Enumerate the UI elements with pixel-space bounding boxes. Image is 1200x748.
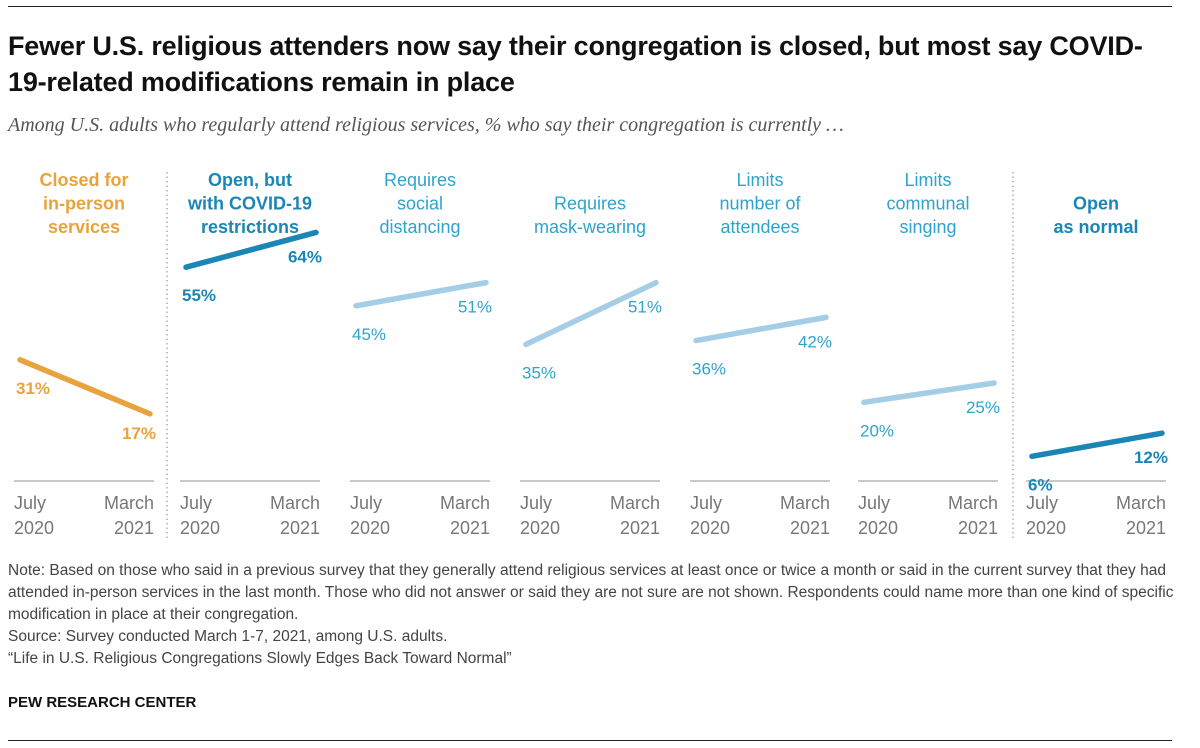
x-tick-label: March (104, 493, 154, 513)
series-line (523, 279, 659, 348)
x-tick-label: 2020 (520, 518, 560, 538)
x-tick-label: March (610, 493, 660, 513)
data-label: 12% (1134, 448, 1168, 467)
panel-heading-line: Open, but (208, 170, 292, 190)
x-tick-label: 2020 (350, 518, 390, 538)
panel-heading-line: Limits (904, 170, 951, 190)
panel-heading-line: in-person (43, 194, 125, 214)
data-label: 17% (122, 424, 156, 443)
x-tick-label: July (180, 493, 212, 513)
x-tick-label: March (440, 493, 490, 513)
chart-subtitle: Among U.S. adults who regularly attend r… (8, 114, 844, 136)
x-tick-label: March (780, 493, 830, 513)
x-tick-label: 2021 (790, 518, 830, 538)
panel-heading-line: as normal (1053, 217, 1138, 237)
data-label: 31% (16, 379, 50, 398)
x-tick-label: July (1026, 493, 1058, 513)
data-label: 51% (458, 298, 492, 317)
data-label: 35% (522, 363, 556, 382)
x-tick-label: July (350, 493, 382, 513)
report-title: “Life in U.S. Religious Congregations Sl… (8, 650, 512, 667)
panel-heading-line: attendees (720, 217, 799, 237)
panel-heading-line: social (397, 194, 443, 214)
x-tick-label: 2021 (280, 518, 320, 538)
x-tick-label: 2021 (620, 518, 660, 538)
data-label: 25% (966, 398, 1000, 417)
chart: Closed for in-person services July 2020 March… (14, 170, 1168, 540)
x-tick-label: 2020 (14, 518, 54, 538)
note-text: Note: Based on those who said in a previ… (8, 562, 1174, 623)
panel-heading-line: singing (899, 217, 956, 237)
series-line (861, 380, 997, 406)
x-tick-label: July (858, 493, 890, 513)
x-tick-label: 2020 (690, 518, 730, 538)
x-tick-label: March (948, 493, 998, 513)
data-label: 36% (692, 360, 726, 379)
organization-name: PEW RESEARCH CENTER (8, 694, 197, 711)
x-tick-label: 2021 (958, 518, 998, 538)
x-tick-label: July (520, 493, 552, 513)
panel-heading-line: services (48, 217, 120, 237)
x-tick-label: March (1116, 493, 1166, 513)
panel-heading-line: number of (719, 194, 801, 214)
x-tick-label: 2020 (180, 518, 220, 538)
x-tick-label: 2021 (450, 518, 490, 538)
data-label: 55% (182, 286, 216, 305)
panel-heading-line: mask-wearing (534, 217, 646, 237)
data-label: 6% (1028, 475, 1053, 494)
series-line (693, 314, 829, 344)
x-tick-label: March (270, 493, 320, 513)
bottom-rule (8, 740, 1172, 741)
source-text: Source: Survey conducted March 1-7, 2021… (8, 628, 448, 645)
panel-heading-line: restrictions (201, 217, 299, 237)
panel-heading-line: Open (1073, 194, 1119, 214)
panel-heading-line: Requires (384, 170, 456, 190)
x-tick-label: 2020 (858, 518, 898, 538)
panel-heading-line: distancing (379, 217, 460, 237)
chart-notes: Note: Based on those who said in a previ… (8, 560, 1178, 670)
x-tick-label: 2020 (1026, 518, 1066, 538)
data-label: 64% (288, 247, 322, 266)
data-label: 42% (798, 332, 832, 351)
series-line (183, 229, 319, 270)
panel-heading-line: Limits (736, 170, 783, 190)
panel-heading-line: communal (886, 194, 969, 214)
x-tick-label: July (690, 493, 722, 513)
x-tick-label: July (14, 493, 46, 513)
chart-title: Fewer U.S. religious attenders now say t… (8, 31, 1143, 97)
x-tick-label: 2021 (1126, 518, 1166, 538)
series-line (17, 357, 153, 417)
data-label: 20% (860, 421, 894, 440)
series-line (353, 279, 489, 309)
panel-heading-line: Requires (554, 194, 626, 214)
series-line (1029, 430, 1165, 460)
x-tick-label: 2021 (114, 518, 154, 538)
panel-heading-line: Closed for (39, 170, 128, 190)
data-label: 51% (628, 298, 662, 317)
data-label: 45% (352, 325, 386, 344)
top-rule (8, 6, 1172, 7)
panel-heading-line: with COVID-19 (187, 194, 312, 214)
